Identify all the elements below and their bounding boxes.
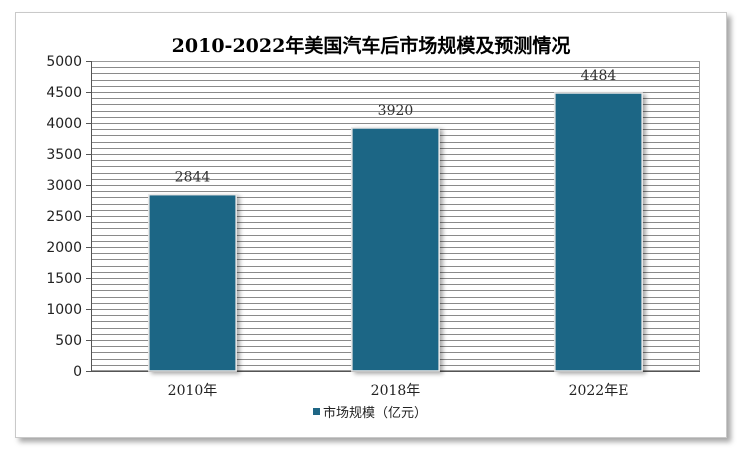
y-tick-label: 2500 <box>46 209 82 225</box>
y-tick-label: 3000 <box>46 178 82 194</box>
x-tick-label: 2010年 <box>168 383 218 399</box>
bar-series: 2844 3920 4484 <box>148 68 643 372</box>
bar-2022年E <box>554 92 643 372</box>
y-tick-label: 1500 <box>46 271 82 287</box>
bar-2018年 <box>351 127 440 372</box>
y-tick-label: 4500 <box>46 85 82 101</box>
bar-2010年 <box>148 193 237 372</box>
y-tick-label: 2000 <box>46 240 82 256</box>
y-tick-label: 3500 <box>46 147 82 163</box>
legend-label: 市场规模（亿元） <box>323 405 427 421</box>
y-tick-label: 500 <box>55 333 82 349</box>
legend-swatch <box>313 408 320 415</box>
data-label: 3920 <box>378 103 414 119</box>
y-tick-label: 1000 <box>46 302 82 318</box>
x-tick-label: 2018年 <box>371 383 421 399</box>
x-tick-label: 2022年E <box>569 383 629 399</box>
x-axis: 2010年 2018年 2022年E <box>91 371 700 399</box>
data-label: 4484 <box>581 68 617 84</box>
legend: 市场规模（亿元） <box>313 405 427 421</box>
y-tick-label: 5000 <box>46 54 82 70</box>
data-label: 2844 <box>175 170 211 186</box>
chart-title: 2010-2022年美国汽车后市场规模及预测情况 <box>172 34 571 57</box>
y-tick-label: 4000 <box>46 116 82 132</box>
y-tick-label: 0 <box>73 364 82 380</box>
y-axis: 0 500 1000 1500 2000 2500 3000 3500 4000 4500 5000 <box>46 54 92 380</box>
